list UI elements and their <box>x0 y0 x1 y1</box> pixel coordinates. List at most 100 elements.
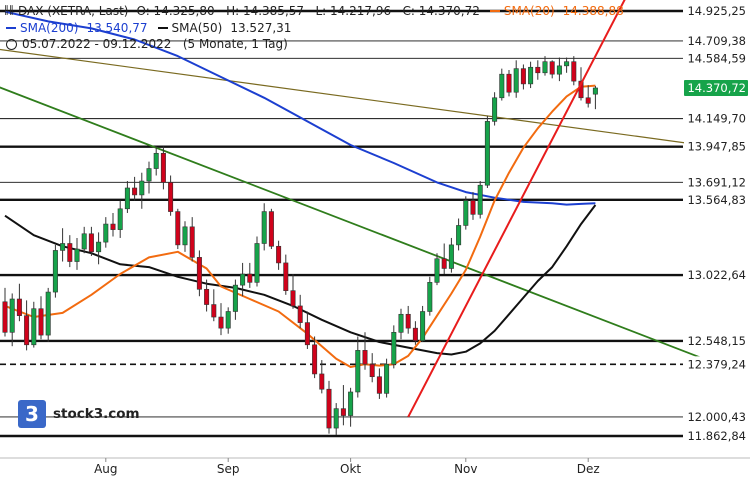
trendline-olive[interactable] <box>0 48 711 147</box>
candle[interactable] <box>297 305 303 323</box>
sma200-line[interactable] <box>4 10 596 206</box>
last-price-label: 14.370,72 <box>687 81 746 95</box>
candle[interactable] <box>369 363 375 378</box>
candle[interactable] <box>88 233 94 253</box>
trendline-red[interactable] <box>407 0 631 418</box>
candle[interactable] <box>391 332 397 365</box>
stock3-logo[interactable]: 3 stock3.com <box>18 400 140 428</box>
candle[interactable] <box>528 66 534 85</box>
candle[interactable] <box>304 322 310 346</box>
trendline-green[interactable] <box>0 86 711 363</box>
candle[interactable] <box>420 311 426 341</box>
candle[interactable] <box>232 284 238 312</box>
candle[interactable] <box>240 273 246 286</box>
candle[interactable] <box>139 180 145 196</box>
candle[interactable] <box>31 308 37 346</box>
candle[interactable] <box>312 344 318 375</box>
candle[interactable] <box>211 304 217 318</box>
candle[interactable] <box>2 301 8 333</box>
sma50-swatch <box>157 26 168 29</box>
candle[interactable] <box>564 61 570 67</box>
candle[interactable] <box>283 262 289 291</box>
candle[interactable] <box>477 184 483 215</box>
candle[interactable] <box>434 258 440 283</box>
sma50-value: 13.527,31 <box>230 20 292 35</box>
candle[interactable] <box>16 298 22 316</box>
candle[interactable] <box>398 313 404 333</box>
candle[interactable] <box>384 363 390 394</box>
candle[interactable] <box>96 241 102 253</box>
candle[interactable] <box>38 308 44 336</box>
candle[interactable] <box>571 61 577 82</box>
candle[interactable] <box>506 73 512 93</box>
candle[interactable] <box>124 187 130 210</box>
candle[interactable] <box>405 313 411 329</box>
candle[interactable] <box>499 73 505 99</box>
candle[interactable] <box>182 226 188 246</box>
candle[interactable] <box>117 208 123 230</box>
candle[interactable] <box>340 408 346 416</box>
candle[interactable] <box>204 288 210 305</box>
candle[interactable] <box>592 87 598 95</box>
candle[interactable] <box>492 97 498 122</box>
candle[interactable] <box>196 257 202 290</box>
candle[interactable] <box>261 211 267 244</box>
candle[interactable] <box>412 327 418 341</box>
candle[interactable] <box>355 350 361 393</box>
candle[interactable] <box>146 168 152 182</box>
candle[interactable] <box>247 273 253 283</box>
candle[interactable] <box>254 243 260 283</box>
candle[interactable] <box>160 152 166 183</box>
candle[interactable] <box>168 182 174 212</box>
candle[interactable] <box>132 187 138 196</box>
candle[interactable] <box>376 376 382 394</box>
x-tick-label: Aug <box>94 462 117 476</box>
candle[interactable] <box>52 250 58 293</box>
candle[interactable] <box>585 97 591 104</box>
candle[interactable] <box>326 388 332 429</box>
candle[interactable] <box>513 68 519 93</box>
candle[interactable] <box>268 211 274 247</box>
candle[interactable] <box>189 226 195 258</box>
level-label-bg <box>684 332 748 349</box>
candle[interactable] <box>74 248 80 262</box>
candle[interactable] <box>110 223 116 230</box>
level-label: 12.000,43 <box>687 410 746 424</box>
candle[interactable] <box>520 68 526 85</box>
candle[interactable] <box>45 291 51 336</box>
candle[interactable] <box>470 200 476 215</box>
x-tick-label: Sep <box>217 462 240 476</box>
candle[interactable] <box>542 61 548 74</box>
candle[interactable] <box>484 121 490 186</box>
sma50-line[interactable] <box>4 204 597 356</box>
candle[interactable] <box>549 61 555 75</box>
candle[interactable] <box>556 65 562 75</box>
candle[interactable] <box>81 233 87 250</box>
candle[interactable] <box>362 350 368 365</box>
candle[interactable] <box>333 408 339 429</box>
candle[interactable] <box>175 211 181 246</box>
level-label-bg <box>684 267 748 284</box>
candle[interactable] <box>456 225 462 246</box>
sma20-swatch <box>489 10 500 13</box>
candle[interactable] <box>276 245 282 264</box>
level-label: 14.149,70 <box>687 112 746 126</box>
candle[interactable] <box>67 243 73 262</box>
candle[interactable] <box>441 258 447 269</box>
candle[interactable] <box>225 311 231 329</box>
candle[interactable] <box>218 316 224 329</box>
candle[interactable] <box>24 315 30 346</box>
candle[interactable] <box>348 391 354 416</box>
candle[interactable] <box>153 152 159 169</box>
candle[interactable] <box>103 223 109 243</box>
candle[interactable] <box>448 244 454 269</box>
candle[interactable] <box>9 298 15 333</box>
candle[interactable] <box>463 200 469 226</box>
sma50-label: SMA(50) <box>171 20 223 35</box>
candle[interactable] <box>427 282 433 312</box>
candle[interactable] <box>535 66 541 74</box>
candle[interactable] <box>319 373 325 390</box>
candle[interactable] <box>290 290 296 307</box>
candle[interactable] <box>60 243 66 251</box>
